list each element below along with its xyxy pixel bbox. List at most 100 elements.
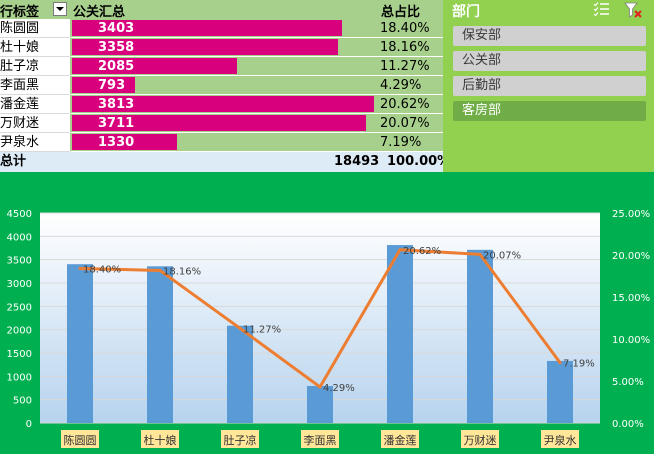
data-bar: [72, 39, 338, 55]
slicer-item[interactable]: 公关部: [453, 51, 646, 71]
row-name[interactable]: 尹泉水: [0, 133, 70, 152]
pivot-row: 杜十娘 3358 18.16%: [0, 38, 443, 57]
data-label: 20.62%: [403, 246, 441, 257]
y-right-tick-label: 15.00%: [612, 293, 650, 304]
pivot-header: 行标签 公关汇总 总占比: [0, 0, 443, 20]
y-right-tick-label: 0.00%: [612, 419, 644, 430]
row-name[interactable]: 李面黑: [0, 76, 70, 95]
total-percent: 100.00%: [387, 154, 451, 169]
pivot-row: 万财迷 3711 20.07%: [0, 114, 443, 133]
y-left-tick-label: 3000: [7, 279, 32, 290]
sum-cell: 3711: [70, 114, 377, 133]
y-right-tick-label: 5.00%: [612, 377, 644, 388]
line-point: [558, 361, 562, 365]
sum-value: 2085: [98, 59, 135, 74]
row-label-filter-dropdown[interactable]: [53, 2, 67, 16]
category-button: [461, 430, 499, 448]
row-name[interactable]: 潘金莲: [0, 95, 70, 114]
chart-svg: 0 500 1000 1500 2000 2500 3000 3500 4000 4500 0.00…: [7, 209, 650, 448]
sum-value: 3358: [98, 40, 135, 55]
data-bar: [72, 134, 177, 150]
data-label: 11.27%: [243, 324, 281, 335]
column-bar: [387, 245, 413, 423]
column-bar: [227, 325, 253, 423]
pivot-total-row: 总计 18493 100.00%: [0, 152, 450, 172]
slicer-title: 部门: [452, 4, 480, 20]
data-bar: [72, 20, 342, 36]
category-label: 肚子凉: [224, 433, 257, 447]
y-right-tick-label: 10.00%: [612, 335, 650, 346]
percent-cell: 20.07%: [377, 114, 443, 133]
row-name[interactable]: 陈圆圆: [0, 19, 70, 38]
category-label: 杜十娘: [144, 433, 177, 447]
category-button: [301, 430, 339, 448]
line-point: [398, 248, 402, 252]
sum-cell: 3813: [70, 95, 377, 114]
percent-value: 20.62%: [380, 97, 430, 112]
multi-select-icon[interactable]: [593, 2, 611, 16]
percent-cell: 18.16%: [377, 38, 443, 57]
line-point: [158, 268, 162, 272]
data-bar: [72, 115, 366, 131]
data-label: 4.29%: [323, 383, 355, 394]
category-button: [61, 430, 99, 448]
row-name[interactable]: 万财迷: [0, 114, 70, 133]
sum-value: 1330: [98, 135, 135, 150]
sum-cell: 3358: [70, 38, 377, 57]
column-bar: [547, 360, 573, 423]
y-left-tick-label: 0: [26, 419, 32, 430]
slicer-item[interactable]: 客房部: [453, 101, 646, 121]
row-label-header: 行标签: [0, 5, 40, 20]
y-left-tick-label: 4500: [7, 209, 32, 220]
category-button: [381, 430, 419, 448]
sum-cell: 1330: [70, 133, 377, 152]
data-label: 7.19%: [563, 359, 595, 370]
sum-column-header: 公关汇总: [73, 5, 126, 20]
percent-value: 20.07%: [380, 116, 430, 131]
column-bar: [467, 249, 493, 423]
category-button: [221, 430, 259, 448]
row-name[interactable]: 肚子凉: [0, 57, 70, 76]
category-button: [541, 430, 579, 448]
sum-value: 3403: [98, 21, 135, 36]
y-left-tick-label: 2500: [7, 302, 32, 313]
data-bar: [72, 77, 135, 93]
percent-cell: 20.62%: [377, 95, 443, 114]
slicer-item[interactable]: 保安部: [453, 26, 646, 46]
percent-value: 11.27%: [380, 59, 430, 74]
line-point: [318, 385, 322, 389]
clear-filter-icon[interactable]: [624, 2, 642, 18]
sum-cell: 3403: [70, 19, 377, 38]
slicer-item[interactable]: 后勤部: [453, 76, 646, 96]
category-label: 陈圆圆: [64, 433, 97, 447]
y-right-tick-label: 25.00%: [612, 209, 650, 220]
pivot-row: 李面黑 793 4.29%: [0, 76, 443, 95]
pivot-row: 陈圆圆 3403 18.40%: [0, 19, 443, 38]
category-label: 尹泉水: [544, 433, 577, 447]
y-left-tick-label: 1500: [7, 349, 32, 360]
pivot-table: 行标签 公关汇总 总占比 陈圆圆 3403 18.40% 杜十娘 3358 18.16% 肚…: [0, 0, 450, 172]
y-left-tick-label: 3500: [7, 256, 32, 267]
pivot-row: 肚子凉 2085 11.27%: [0, 57, 443, 76]
line-point: [478, 252, 482, 256]
category-label: 万财迷: [464, 433, 497, 447]
data-label: 20.07%: [483, 250, 521, 261]
percent-value: 18.16%: [380, 40, 430, 55]
percent-value: 4.29%: [380, 78, 422, 93]
combo-chart: 0 500 1000 1500 2000 2500 3000 3500 4000 4500 0.00…: [0, 172, 654, 454]
percent-cell: 7.19%: [377, 133, 443, 152]
percent-column-header: 总占比: [381, 5, 421, 20]
sum-cell: 2085: [70, 57, 377, 76]
data-bar: [72, 96, 374, 112]
data-label: 18.16%: [163, 266, 201, 277]
percent-cell: 11.27%: [377, 57, 443, 76]
pivot-row: 尹泉水 1330 7.19%: [0, 133, 443, 152]
line-point: [78, 266, 82, 270]
percent-cell: 18.40%: [377, 19, 443, 38]
category-label: 李面黑: [304, 433, 337, 447]
percent-value: 18.40%: [380, 21, 430, 36]
y-left-tick-label: 2000: [7, 326, 32, 337]
data-label: 18.40%: [83, 264, 121, 275]
row-name[interactable]: 杜十娘: [0, 38, 70, 57]
percent-value: 7.19%: [380, 135, 422, 150]
